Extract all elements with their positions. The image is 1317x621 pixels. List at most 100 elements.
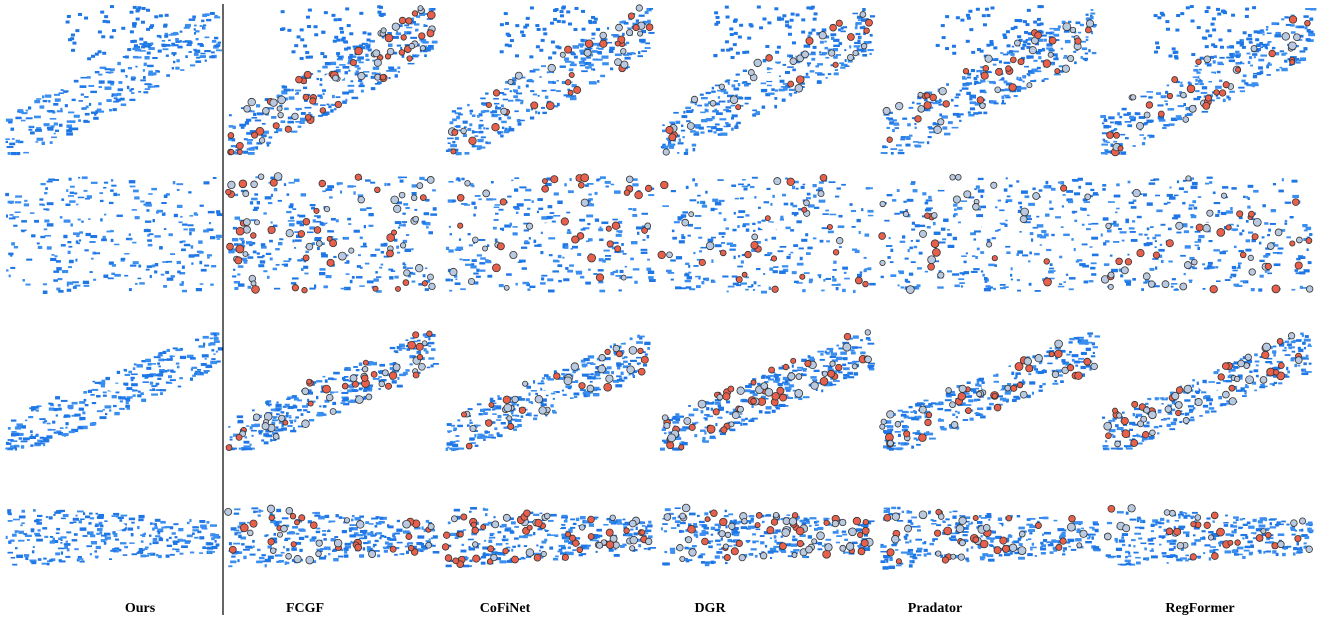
point — [305, 251, 308, 253]
point — [26, 110, 29, 112]
point — [1164, 100, 1167, 102]
point — [632, 214, 637, 217]
point — [309, 419, 314, 421]
point — [307, 25, 311, 28]
outlier — [302, 420, 310, 428]
outlier — [1055, 69, 1060, 74]
point — [177, 189, 180, 191]
outlier — [263, 108, 270, 115]
point — [254, 207, 259, 209]
point — [534, 245, 540, 247]
point — [176, 183, 183, 185]
outlier — [568, 90, 573, 95]
point — [52, 421, 55, 424]
point — [283, 260, 290, 262]
point — [675, 286, 681, 289]
point — [984, 277, 988, 280]
point — [34, 100, 40, 103]
point — [790, 19, 794, 22]
point — [1284, 16, 1288, 18]
outlier — [853, 50, 858, 55]
point — [48, 429, 52, 431]
point — [281, 411, 285, 413]
point — [893, 119, 897, 121]
point — [406, 339, 409, 341]
point — [195, 60, 201, 63]
point — [495, 204, 501, 206]
point — [74, 414, 80, 417]
point — [841, 31, 846, 33]
point — [30, 212, 35, 214]
point — [369, 225, 374, 227]
point — [1184, 230, 1189, 233]
point — [396, 31, 398, 33]
point — [1059, 256, 1062, 259]
point — [196, 288, 202, 291]
point — [253, 251, 257, 254]
point — [1085, 53, 1088, 55]
outlier — [243, 251, 248, 256]
point — [320, 84, 323, 86]
point — [271, 116, 276, 119]
outlier — [239, 180, 247, 188]
point — [55, 255, 58, 257]
point — [452, 141, 455, 143]
point — [109, 202, 114, 204]
outlier — [928, 256, 936, 264]
point — [480, 270, 486, 272]
point — [715, 402, 721, 405]
point — [1174, 195, 1179, 197]
outlier — [274, 173, 282, 181]
point — [1028, 260, 1030, 262]
point — [180, 69, 184, 71]
point — [274, 429, 280, 431]
point — [271, 221, 273, 223]
point — [308, 9, 312, 12]
point — [133, 261, 139, 264]
point — [961, 200, 968, 202]
point — [432, 189, 436, 191]
point — [9, 218, 16, 220]
point — [295, 239, 302, 241]
point — [231, 145, 237, 147]
point — [867, 187, 873, 189]
point — [977, 248, 980, 251]
outlier — [380, 74, 386, 80]
point — [1060, 181, 1064, 184]
point — [607, 27, 609, 30]
point — [1244, 82, 1248, 84]
point — [737, 216, 744, 218]
point — [201, 269, 207, 272]
point — [790, 252, 793, 254]
point — [213, 177, 217, 179]
point — [811, 58, 815, 61]
point — [1063, 194, 1066, 196]
outlier — [646, 24, 653, 31]
point — [1246, 196, 1248, 198]
outlier — [523, 381, 528, 386]
point — [197, 251, 202, 253]
point — [569, 386, 572, 389]
point — [588, 269, 591, 271]
point — [6, 215, 8, 218]
point — [552, 51, 556, 54]
point — [50, 141, 53, 144]
point — [1242, 230, 1244, 232]
point — [881, 276, 884, 278]
point — [625, 57, 631, 60]
point — [969, 28, 973, 31]
point — [204, 370, 210, 372]
point — [1194, 207, 1198, 210]
point — [1130, 231, 1136, 233]
point — [178, 386, 181, 388]
point — [1113, 129, 1116, 131]
point — [319, 414, 324, 416]
point — [614, 190, 621, 193]
point — [832, 284, 838, 286]
point — [722, 236, 725, 238]
point — [352, 97, 359, 99]
outlier — [1272, 285, 1280, 293]
point — [6, 119, 13, 122]
outlier — [860, 12, 866, 18]
point — [982, 14, 986, 17]
